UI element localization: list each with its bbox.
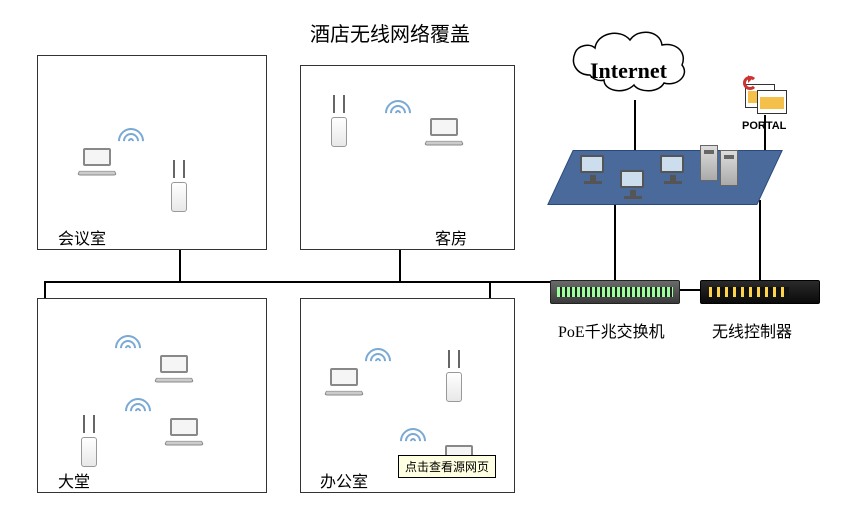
room-label-meeting: 会议室 xyxy=(58,225,106,249)
access-point-icon xyxy=(330,105,348,147)
wifi-signal-icon xyxy=(115,335,145,365)
laptop-icon xyxy=(165,418,203,446)
laptop-icon xyxy=(78,148,116,176)
desktop-pc-icon xyxy=(580,155,606,185)
poe-switch-label: PoE千兆交换机 xyxy=(558,318,665,342)
desktop-pc-icon xyxy=(620,170,646,200)
wifi-signal-icon xyxy=(385,100,415,130)
laptop-icon xyxy=(325,368,363,396)
laptop-icon xyxy=(155,355,193,383)
room-label-office: 办公室 xyxy=(320,468,368,492)
portal-label: PORTAL xyxy=(742,120,786,132)
source-tooltip[interactable]: 点击查看源网页 xyxy=(398,455,496,478)
wifi-signal-icon xyxy=(118,128,148,158)
access-point-icon xyxy=(170,170,188,212)
room-lobby xyxy=(37,298,267,493)
laptop-icon xyxy=(425,118,463,146)
desktop-pc-icon xyxy=(660,155,686,185)
poe-switch-icon xyxy=(550,280,680,304)
wireless-controller-icon xyxy=(700,280,820,304)
room-meeting xyxy=(37,55,267,250)
room-label-lobby: 大堂 xyxy=(58,468,90,492)
wifi-signal-icon xyxy=(365,348,395,378)
access-point-icon xyxy=(445,360,463,402)
server-tower-icon xyxy=(720,150,738,186)
internet-label: Internet xyxy=(590,58,667,84)
diagram-canvas: 酒店无线网络覆盖 Internet 会议室客房大堂办公室 PORTAL PoE千… xyxy=(0,0,843,514)
room-guest xyxy=(300,65,515,250)
wireless-controller-label: 无线控制器 xyxy=(712,318,792,342)
wifi-signal-icon xyxy=(125,398,155,428)
server-tower-icon xyxy=(700,145,718,181)
wifi-signal-icon xyxy=(400,428,430,458)
portal-icon xyxy=(745,80,789,116)
room-label-guest: 客房 xyxy=(435,225,467,249)
access-point-icon xyxy=(80,425,98,467)
